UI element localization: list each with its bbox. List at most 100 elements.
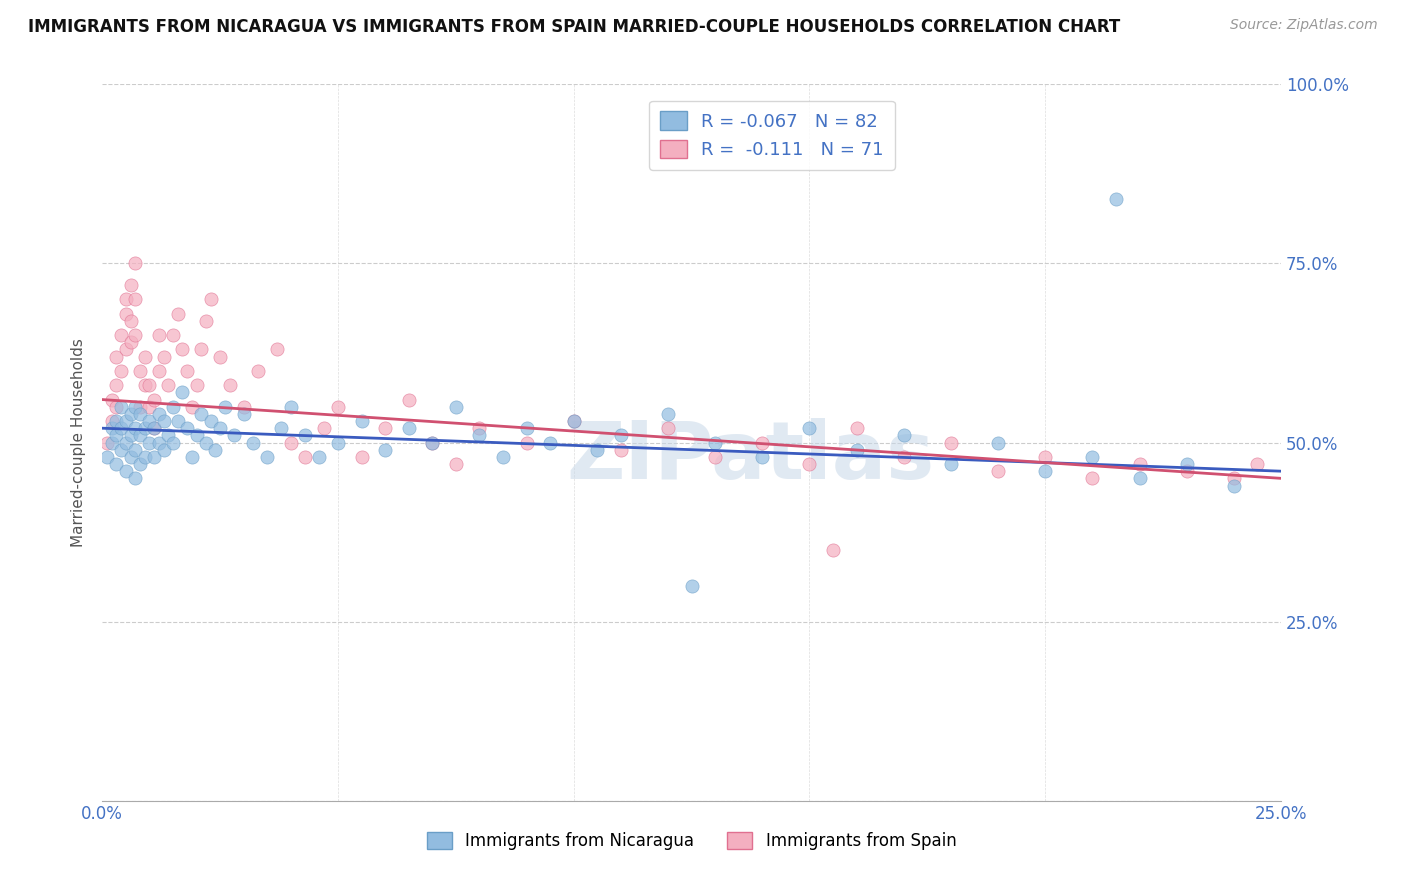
- Point: [166, 414, 188, 428]
- Point: [114, 343, 136, 357]
- Point: [893, 428, 915, 442]
- Point: [134, 378, 156, 392]
- Point: [100, 414, 122, 428]
- Point: [987, 435, 1010, 450]
- Point: [1223, 478, 1246, 492]
- Point: [105, 457, 128, 471]
- Point: [105, 428, 128, 442]
- Point: [374, 442, 396, 457]
- Point: [294, 428, 316, 442]
- Point: [398, 421, 420, 435]
- Point: [204, 442, 226, 457]
- Point: [114, 293, 136, 307]
- Point: [143, 421, 166, 435]
- Point: [246, 364, 269, 378]
- Point: [1105, 192, 1128, 206]
- Point: [516, 435, 538, 450]
- Point: [110, 364, 132, 378]
- Point: [120, 335, 142, 350]
- Point: [162, 328, 184, 343]
- Point: [157, 428, 180, 442]
- Point: [209, 421, 232, 435]
- Point: [148, 364, 170, 378]
- Point: [681, 579, 703, 593]
- Point: [657, 407, 679, 421]
- Point: [468, 421, 491, 435]
- Point: [939, 457, 962, 471]
- Point: [96, 450, 118, 464]
- Point: [166, 307, 188, 321]
- Point: [180, 450, 202, 464]
- Point: [190, 343, 212, 357]
- Point: [294, 450, 316, 464]
- Point: [186, 378, 208, 392]
- Point: [751, 450, 773, 464]
- Point: [162, 435, 184, 450]
- Point: [516, 421, 538, 435]
- Point: [152, 442, 174, 457]
- Point: [799, 421, 821, 435]
- Point: [124, 400, 146, 414]
- Point: [374, 421, 396, 435]
- Point: [120, 428, 142, 442]
- Point: [312, 421, 335, 435]
- Point: [138, 378, 160, 392]
- Point: [148, 435, 170, 450]
- Point: [138, 414, 160, 428]
- Point: [129, 407, 152, 421]
- Point: [218, 378, 240, 392]
- Point: [114, 464, 136, 478]
- Text: IMMIGRANTS FROM NICARAGUA VS IMMIGRANTS FROM SPAIN MARRIED-COUPLE HOUSEHOLDS COR: IMMIGRANTS FROM NICARAGUA VS IMMIGRANTS …: [28, 18, 1121, 36]
- Point: [893, 450, 915, 464]
- Point: [194, 435, 217, 450]
- Point: [105, 350, 128, 364]
- Point: [120, 314, 142, 328]
- Point: [129, 457, 152, 471]
- Text: Source: ZipAtlas.com: Source: ZipAtlas.com: [1230, 18, 1378, 32]
- Point: [114, 435, 136, 450]
- Point: [148, 407, 170, 421]
- Point: [176, 364, 198, 378]
- Point: [190, 407, 212, 421]
- Point: [138, 400, 160, 414]
- Point: [1033, 464, 1056, 478]
- Point: [987, 464, 1010, 478]
- Point: [1175, 464, 1198, 478]
- Point: [845, 421, 868, 435]
- Point: [214, 400, 236, 414]
- Point: [200, 293, 222, 307]
- Point: [110, 421, 132, 435]
- Point: [562, 414, 585, 428]
- Point: [143, 450, 166, 464]
- Point: [148, 328, 170, 343]
- Point: [138, 435, 160, 450]
- Point: [266, 343, 288, 357]
- Point: [1033, 450, 1056, 464]
- Point: [172, 385, 194, 400]
- Point: [105, 378, 128, 392]
- Point: [704, 450, 727, 464]
- Point: [186, 428, 208, 442]
- Point: [194, 314, 217, 328]
- Point: [939, 435, 962, 450]
- Point: [114, 307, 136, 321]
- Point: [129, 364, 152, 378]
- Point: [157, 378, 180, 392]
- Point: [172, 343, 194, 357]
- Point: [586, 442, 609, 457]
- Point: [232, 407, 254, 421]
- Point: [398, 392, 420, 407]
- Point: [200, 414, 222, 428]
- Point: [114, 414, 136, 428]
- Point: [162, 400, 184, 414]
- Point: [492, 450, 515, 464]
- Point: [110, 442, 132, 457]
- Point: [209, 350, 232, 364]
- Point: [1246, 457, 1268, 471]
- Point: [224, 428, 246, 442]
- Point: [308, 450, 330, 464]
- Point: [176, 421, 198, 435]
- Point: [270, 421, 292, 435]
- Point: [326, 400, 349, 414]
- Point: [105, 414, 128, 428]
